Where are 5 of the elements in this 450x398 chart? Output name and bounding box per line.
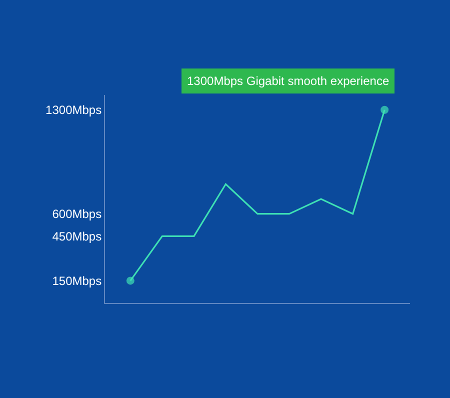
y-tick-label: 600Mbps: [52, 207, 102, 222]
y-tick-label: 450Mbps: [52, 229, 102, 244]
text: 1300Mbps Gigabit smooth experience: [187, 74, 390, 88]
y-tick-label: 1300Mbps: [46, 103, 102, 118]
y-tick-label: 150Mbps: [52, 274, 102, 288]
